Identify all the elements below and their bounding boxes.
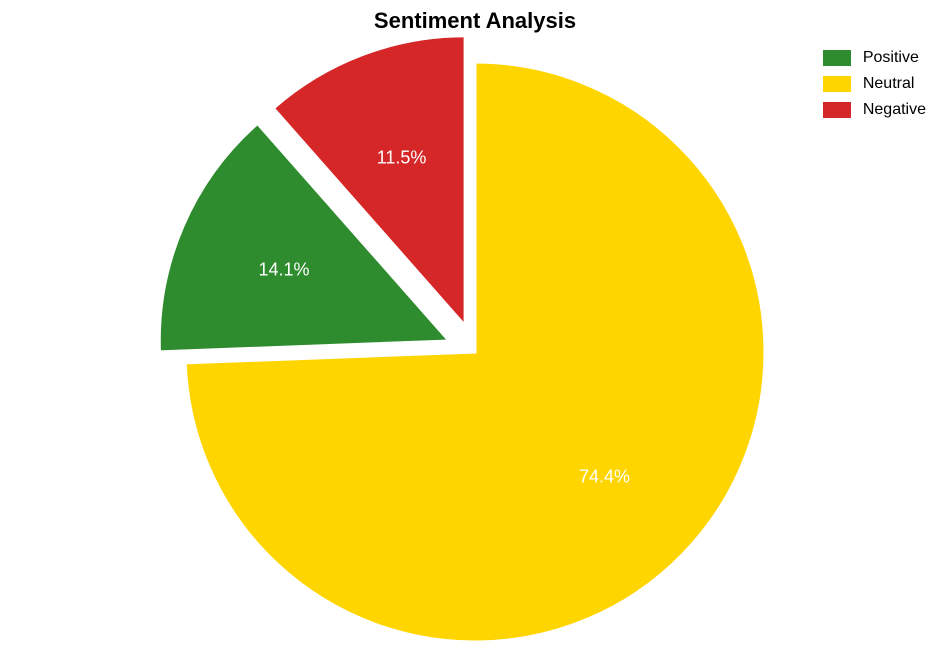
- legend-label-neutral: Neutral: [863, 72, 915, 96]
- pie-plot-area: [0, 0, 950, 662]
- legend-swatch-positive: [823, 50, 851, 66]
- slice-label-neutral: 74.4%: [579, 466, 630, 487]
- slice-label-positive: 14.1%: [259, 260, 310, 281]
- legend-label-negative: Negative: [863, 98, 926, 122]
- legend-label-positive: Positive: [863, 46, 919, 70]
- legend-item-positive: Positive: [823, 46, 926, 70]
- legend-swatch-negative: [823, 102, 851, 118]
- sentiment-pie-chart: Sentiment Analysis Positive Neutral Nega…: [0, 0, 950, 662]
- legend: Positive Neutral Negative: [823, 46, 926, 124]
- legend-item-negative: Negative: [823, 98, 926, 122]
- legend-item-neutral: Neutral: [823, 72, 926, 96]
- legend-swatch-neutral: [823, 76, 851, 92]
- slice-label-negative: 11.5%: [377, 147, 427, 168]
